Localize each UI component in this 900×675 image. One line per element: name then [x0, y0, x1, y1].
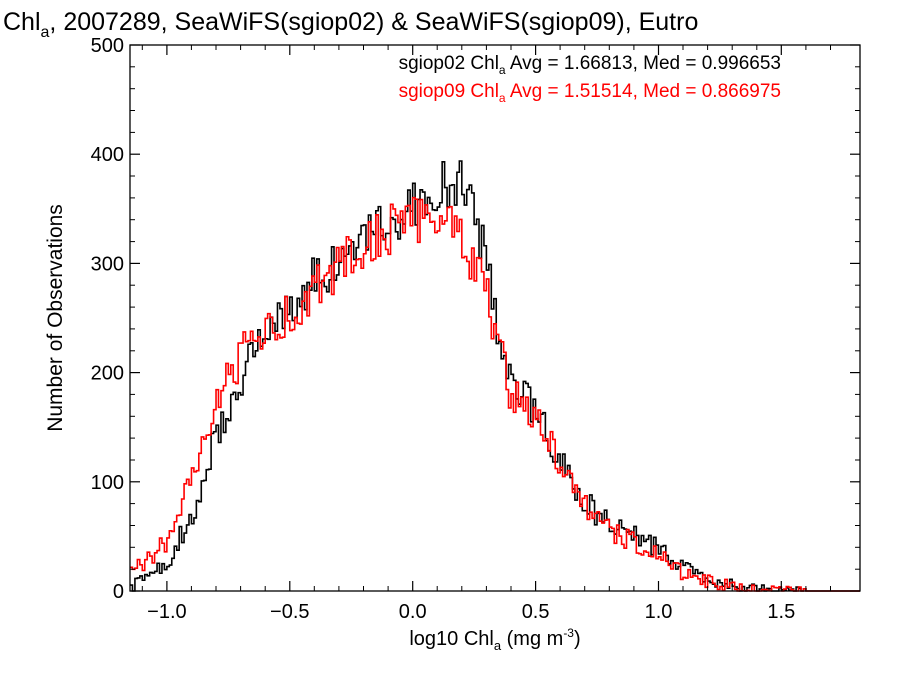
y-tick-label: 300: [91, 253, 124, 275]
y-tick-label: 500: [91, 35, 124, 57]
x-tick-label: 1.5: [767, 601, 795, 623]
x-axis-label-prefix: log10 Chl: [409, 628, 494, 650]
legend: sgiop02 Chla Avg = 1.66813, Med = 0.9966…: [399, 53, 781, 105]
x-axis-label-superscript: -3: [563, 626, 574, 640]
legend-sgiop09-prefix: sgiop09 Chl: [399, 81, 499, 102]
legend-sgiop02-subscript: a: [499, 63, 506, 77]
y-tick-label: 0: [113, 581, 124, 603]
x-tick-label: 1.0: [645, 601, 673, 623]
y-axis-label: Number of Observations: [44, 204, 67, 432]
chart-title-prefix: Chl: [3, 8, 41, 36]
y-tick-label: 100: [91, 472, 124, 494]
x-tick-label: 0.5: [522, 601, 550, 623]
x-tick-label: −0.5: [270, 601, 309, 623]
x-axis-label-unit: (mg m: [501, 628, 563, 650]
legend-sgiop09-rest: Avg = 1.51514, Med = 0.866975: [506, 81, 781, 102]
x-axis-label: log10 Chla (mg m-3): [409, 626, 580, 653]
legend-sgiop02-rest: Avg = 1.66813, Med = 0.996653: [506, 53, 781, 74]
y-axis: 0 100 200 300 400 500: [91, 35, 860, 603]
legend-entry-sgiop09: sgiop09 Chla Avg = 1.51514, Med = 0.8669…: [399, 81, 781, 105]
legend-entry-sgiop02: sgiop02 Chla Avg = 1.66813, Med = 0.9966…: [399, 53, 781, 77]
x-tick-label: 0.0: [399, 601, 427, 623]
x-axis-label-subscript: a: [494, 638, 502, 653]
plot-frame: [129, 44, 861, 592]
x-axis-label-close: ): [574, 628, 581, 650]
x-axis: −1.0 −0.5 0.0 0.5 1.0 1.5: [141, 45, 831, 623]
legend-sgiop02-prefix: sgiop02 Chl: [399, 53, 499, 74]
legend-sgiop09-subscript: a: [499, 91, 506, 105]
series-layer: [130, 160, 860, 592]
chart-title-subscript: a: [41, 24, 50, 41]
chart-title: Chla, 2007289, SeaWiFS(sgiop02) & SeaWiF…: [3, 8, 698, 41]
y-tick-label: 200: [91, 363, 124, 385]
y-tick-label: 400: [91, 144, 124, 166]
series-sgiop02: [130, 160, 860, 592]
x-tick-label: −1.0: [147, 601, 186, 623]
series-sgiop09: [130, 196, 860, 592]
chart-title-rest: , 2007289, SeaWiFS(sgiop02) & SeaWiFS(sg…: [49, 8, 698, 36]
